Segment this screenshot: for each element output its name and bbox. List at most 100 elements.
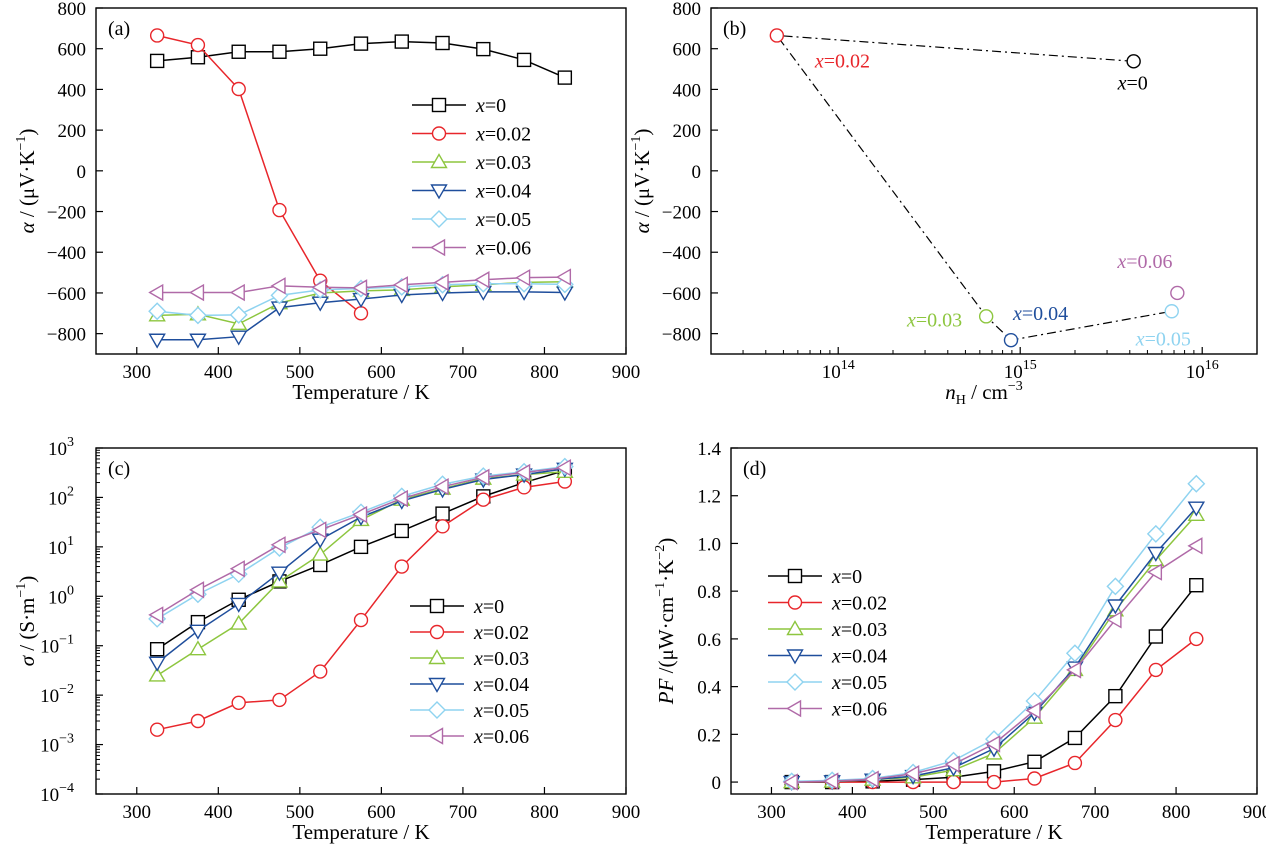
data-point [148, 666, 166, 682]
data-point [433, 273, 449, 292]
plot-frame [95, 447, 627, 795]
dash-dot-connector [775, 34, 1172, 341]
y-tick-label: 800 [58, 0, 87, 20]
x-tick-label: 1016 [1186, 358, 1219, 383]
data-point [1108, 688, 1123, 704]
data-point [515, 463, 531, 482]
data-point [229, 330, 248, 346]
legend-marker [786, 673, 804, 691]
point-annotation: x=0.03 [906, 309, 962, 331]
data-point [229, 597, 248, 613]
data-point [1106, 577, 1125, 596]
y-tick-label: 0.4 [697, 678, 721, 699]
x-tick-label: 700 [449, 362, 478, 383]
y-tick-label: 0.8 [697, 582, 721, 603]
data-point [270, 277, 286, 295]
legend-label: x=0.06 [831, 699, 887, 721]
x-tick-label: 1014 [822, 358, 855, 383]
data-point [1148, 662, 1164, 678]
data-point [149, 642, 165, 657]
y-tick-label: −200 [47, 203, 86, 224]
legend-item: x=0.06 [768, 699, 887, 721]
legend-item: x=0 [768, 566, 862, 588]
y-tick-label: 0 [692, 162, 702, 183]
x-axis-label: Temperature / K [925, 820, 1062, 844]
data-point [229, 283, 245, 302]
data-point [229, 614, 248, 630]
data-point [1027, 771, 1042, 786]
data-point [435, 519, 450, 534]
data-point [515, 268, 531, 287]
y-tick-label: 103 [48, 435, 74, 460]
y-tick-label: 1.0 [697, 534, 721, 555]
legend-marker [430, 184, 448, 200]
panel-label: (c) [108, 458, 130, 480]
legend-item: x=0.05 [412, 209, 531, 231]
data-point [435, 506, 450, 521]
legend: x=0 x=0.02 x=0.03 x=0.04 x=0.05 x=0.06 [412, 95, 531, 260]
data-point [1187, 474, 1206, 493]
series-x-0-06 [148, 458, 572, 624]
x-tick-label: 900 [612, 362, 641, 383]
legend-item: x=0.03 [410, 648, 529, 670]
legend-label: x=0.02 [475, 124, 531, 146]
legend-item: x=0.02 [412, 124, 531, 146]
data-point [1067, 730, 1083, 746]
data-point [189, 624, 207, 640]
y-tick-label: −400 [662, 243, 701, 264]
series-line [156, 471, 565, 677]
legend-marker [786, 699, 802, 718]
data-point [394, 523, 409, 539]
data-point [149, 28, 165, 43]
legend-label: x=0.03 [475, 152, 531, 174]
x-tick-label: 1015 [1004, 358, 1037, 383]
y-tick-label: 0.2 [697, 725, 721, 746]
data-point [904, 765, 920, 783]
data-point [476, 41, 491, 57]
legend-item: x=0.05 [768, 672, 887, 694]
data-point [353, 539, 369, 555]
legend-marker [431, 126, 447, 141]
data-point [313, 664, 328, 679]
data-point [1066, 661, 1082, 679]
data-point [1067, 755, 1083, 771]
legend-marker [428, 649, 446, 665]
point-annotation: x=0.06 [1116, 251, 1172, 273]
y-axis-label: σ / (S·m−1) [14, 576, 39, 667]
data-point [311, 278, 327, 296]
y-tick-label: 10−2 [40, 682, 74, 707]
data-point [1126, 54, 1141, 69]
legend-item: x=0.03 [768, 619, 887, 641]
plot-frame [95, 7, 627, 355]
x-tick-label: 300 [757, 802, 786, 823]
data-point [474, 468, 490, 487]
data-point [272, 202, 287, 218]
y-tick-label: 400 [673, 80, 702, 101]
legend-marker [787, 568, 803, 584]
data-point [978, 309, 994, 324]
y-axis-label: α / (μV·K−1) [14, 129, 39, 234]
y-tick-label: 600 [673, 40, 702, 61]
data-point [1187, 537, 1203, 555]
panel-a: 300 400 500 600 700 800 900 −800 −600 −400 −200 0 20… [14, 0, 640, 404]
y-tick-label: 200 [673, 121, 702, 142]
x-tick-label: 800 [1162, 802, 1191, 823]
data-point [1027, 754, 1042, 769]
legend-item: x=0.02 [410, 622, 529, 644]
data-point [1108, 712, 1123, 728]
legend-item: x=0.06 [412, 238, 531, 260]
legend-label: x=0.05 [831, 672, 887, 694]
data-point [270, 536, 286, 554]
y-tick-label: −400 [47, 243, 86, 264]
x-tick-label: 400 [204, 362, 233, 383]
y-tick-label: 800 [673, 0, 702, 20]
data-point [476, 492, 491, 507]
y-tick-label: 1.4 [697, 439, 721, 460]
legend-item: x=0 [410, 596, 504, 618]
legend-marker [429, 624, 445, 640]
data-point [985, 735, 1001, 753]
x-tick-label: 900 [612, 802, 641, 823]
x-tick-label: 900 [1243, 802, 1266, 823]
y-tick-label: −800 [47, 325, 86, 346]
